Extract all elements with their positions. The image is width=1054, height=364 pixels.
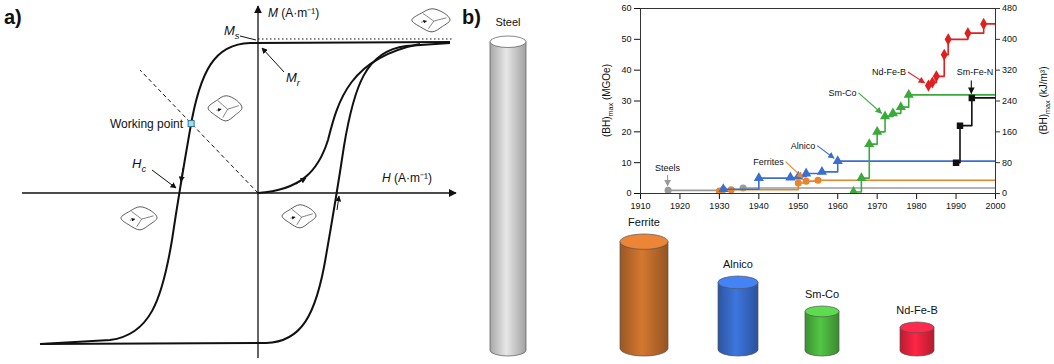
svg-text:0: 0 bbox=[626, 188, 631, 198]
svg-text:Mr: Mr bbox=[286, 70, 301, 88]
svg-text:Ms: Ms bbox=[224, 23, 240, 41]
svg-text:Alnico: Alnico bbox=[723, 258, 753, 270]
svg-text:1920: 1920 bbox=[670, 201, 690, 211]
svg-text:Nd-Fe-B: Nd-Fe-B bbox=[896, 304, 938, 316]
svg-text:240: 240 bbox=[1002, 96, 1017, 106]
svg-text:Sm-Co: Sm-Co bbox=[805, 288, 839, 300]
svg-text:(BH)max (kJ/m³): (BH)max (kJ/m³) bbox=[1038, 66, 1052, 134]
svg-text:1980: 1980 bbox=[907, 201, 927, 211]
svg-text:Sm-Fe-N: Sm-Fe-N bbox=[957, 67, 994, 77]
svg-text:1960: 1960 bbox=[828, 201, 848, 211]
svg-text:(BH)max (MGOe): (BH)max (MGOe) bbox=[601, 64, 615, 137]
svg-text:b): b) bbox=[462, 6, 481, 28]
svg-text:160: 160 bbox=[1002, 127, 1017, 137]
svg-text:Sm-Co: Sm-Co bbox=[829, 88, 857, 98]
svg-text:Ferrite: Ferrite bbox=[628, 216, 660, 228]
svg-text:0: 0 bbox=[1002, 188, 1007, 198]
svg-text:60: 60 bbox=[621, 3, 631, 13]
svg-text:30: 30 bbox=[621, 96, 631, 106]
svg-text:1990: 1990 bbox=[946, 201, 966, 211]
svg-text:Hc: Hc bbox=[132, 156, 146, 174]
svg-text:2000: 2000 bbox=[985, 201, 1005, 211]
svg-text:400: 400 bbox=[1002, 34, 1017, 44]
svg-text:20: 20 bbox=[621, 127, 631, 137]
svg-text:Ferrites: Ferrites bbox=[753, 157, 784, 167]
svg-text:1940: 1940 bbox=[749, 201, 769, 211]
svg-text:1910: 1910 bbox=[630, 201, 650, 211]
svg-text:Alnico: Alnico bbox=[791, 141, 816, 151]
svg-text:Steel: Steel bbox=[495, 16, 520, 28]
svg-text:Nd-Fe-B: Nd-Fe-B bbox=[872, 67, 906, 77]
svg-text:H (A·m⁻¹): H (A·m⁻¹) bbox=[382, 171, 432, 185]
svg-text:50: 50 bbox=[621, 34, 631, 44]
svg-text:Steels: Steels bbox=[655, 163, 681, 173]
svg-text:1970: 1970 bbox=[867, 201, 887, 211]
svg-text:1930: 1930 bbox=[709, 201, 729, 211]
svg-text:480: 480 bbox=[1002, 3, 1017, 13]
svg-text:1950: 1950 bbox=[788, 201, 808, 211]
svg-text:40: 40 bbox=[621, 65, 631, 75]
svg-text:a): a) bbox=[4, 6, 22, 28]
svg-text:320: 320 bbox=[1002, 65, 1017, 75]
svg-text:10: 10 bbox=[621, 158, 631, 168]
svg-text:M (A·m⁻¹): M (A·m⁻¹) bbox=[268, 6, 319, 20]
svg-text:80: 80 bbox=[1002, 158, 1012, 168]
svg-text:Working point: Working point bbox=[110, 117, 184, 131]
